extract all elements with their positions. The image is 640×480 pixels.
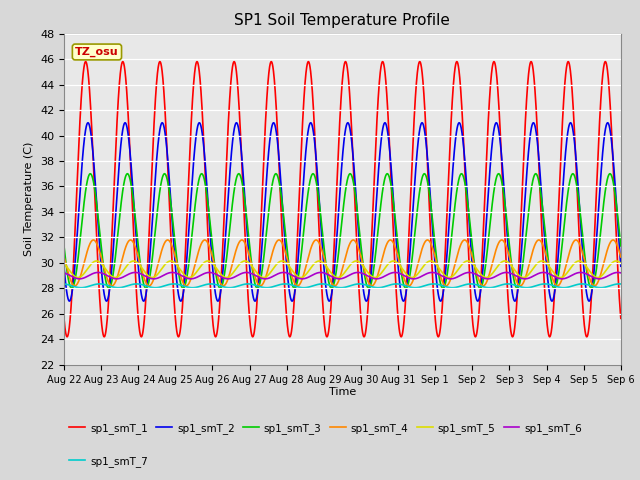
Title: SP1 Soil Temperature Profile: SP1 Soil Temperature Profile <box>234 13 451 28</box>
sp1_smT_2 <box>617 262 625 267</box>
sp1_smT_5 <box>74 275 82 280</box>
sp1_smT_1 <box>397 334 404 339</box>
sp1_smT_6 <box>617 270 625 276</box>
sp1_smT_1 <box>617 313 625 319</box>
Line: sp1_smT_2: sp1_smT_2 <box>64 123 621 301</box>
sp1_smT_4 <box>406 282 414 288</box>
sp1_smT_7 <box>216 283 223 288</box>
sp1_smT_3 <box>60 243 68 249</box>
sp1_smT_1 <box>617 315 625 321</box>
sp1_smT_7 <box>60 281 68 287</box>
sp1_smT_4 <box>71 283 79 288</box>
sp1_smT_6 <box>180 274 188 279</box>
sp1_smT_5 <box>216 270 223 276</box>
Y-axis label: Soil Temperature (C): Soil Temperature (C) <box>24 142 35 256</box>
sp1_smT_4 <box>564 255 572 261</box>
sp1_smT_6 <box>76 276 83 282</box>
sp1_smT_3 <box>216 285 223 291</box>
sp1_smT_6 <box>614 270 621 276</box>
sp1_smT_7 <box>180 283 188 289</box>
sp1_smT_2 <box>617 264 625 269</box>
sp1_smT_4 <box>216 279 223 285</box>
sp1_smT_1 <box>406 194 414 200</box>
sp1_smT_5 <box>406 275 414 280</box>
sp1_smT_2 <box>65 298 73 304</box>
sp1_smT_2 <box>397 289 404 295</box>
sp1_smT_4 <box>180 280 188 286</box>
sp1_smT_1 <box>602 59 609 64</box>
sp1_smT_3 <box>397 266 404 272</box>
sp1_smT_1 <box>63 334 71 340</box>
Line: sp1_smT_3: sp1_smT_3 <box>64 174 621 288</box>
sp1_smT_3 <box>180 286 188 291</box>
sp1_smT_6 <box>397 271 404 277</box>
sp1_smT_6 <box>564 275 572 280</box>
sp1_smT_3 <box>606 171 614 177</box>
Line: sp1_smT_5: sp1_smT_5 <box>64 261 621 277</box>
sp1_smT_4 <box>609 237 617 243</box>
sp1_smT_4 <box>60 254 68 260</box>
sp1_smT_7 <box>406 284 414 290</box>
sp1_smT_5 <box>60 261 68 266</box>
sp1_smT_3 <box>564 189 572 194</box>
Line: sp1_smT_4: sp1_smT_4 <box>64 240 621 286</box>
sp1_smT_2 <box>216 294 223 300</box>
sp1_smT_6 <box>60 270 68 276</box>
sp1_smT_6 <box>617 270 625 276</box>
sp1_smT_1 <box>216 302 223 308</box>
sp1_smT_2 <box>406 242 414 248</box>
sp1_smT_4 <box>617 253 625 259</box>
sp1_smT_3 <box>68 286 76 291</box>
sp1_smT_7 <box>617 281 625 287</box>
sp1_smT_5 <box>617 260 625 266</box>
sp1_smT_1 <box>60 315 68 321</box>
sp1_smT_2 <box>180 289 188 295</box>
sp1_smT_7 <box>397 281 404 287</box>
Line: sp1_smT_7: sp1_smT_7 <box>64 284 621 288</box>
sp1_smT_5 <box>617 261 625 266</box>
Text: TZ_osu: TZ_osu <box>75 47 119 57</box>
sp1_smT_2 <box>60 264 68 269</box>
sp1_smT_6 <box>406 276 414 281</box>
X-axis label: Time: Time <box>329 387 356 397</box>
Line: sp1_smT_1: sp1_smT_1 <box>64 61 621 337</box>
sp1_smT_5 <box>612 258 620 264</box>
Legend: sp1_smT_7: sp1_smT_7 <box>69 456 148 467</box>
sp1_smT_5 <box>180 271 188 276</box>
sp1_smT_6 <box>216 273 223 279</box>
sp1_smT_5 <box>564 269 572 275</box>
sp1_smT_3 <box>617 241 625 247</box>
sp1_smT_7 <box>616 281 623 287</box>
sp1_smT_4 <box>617 254 625 260</box>
sp1_smT_5 <box>397 264 404 269</box>
sp1_smT_1 <box>564 59 572 65</box>
sp1_smT_7 <box>77 285 85 290</box>
sp1_smT_2 <box>564 128 572 133</box>
sp1_smT_2 <box>604 120 611 126</box>
sp1_smT_7 <box>564 284 572 290</box>
Line: sp1_smT_6: sp1_smT_6 <box>64 273 621 279</box>
sp1_smT_3 <box>617 243 625 249</box>
sp1_smT_1 <box>180 288 188 294</box>
sp1_smT_7 <box>617 281 625 287</box>
sp1_smT_4 <box>397 264 404 270</box>
sp1_smT_3 <box>406 268 414 274</box>
